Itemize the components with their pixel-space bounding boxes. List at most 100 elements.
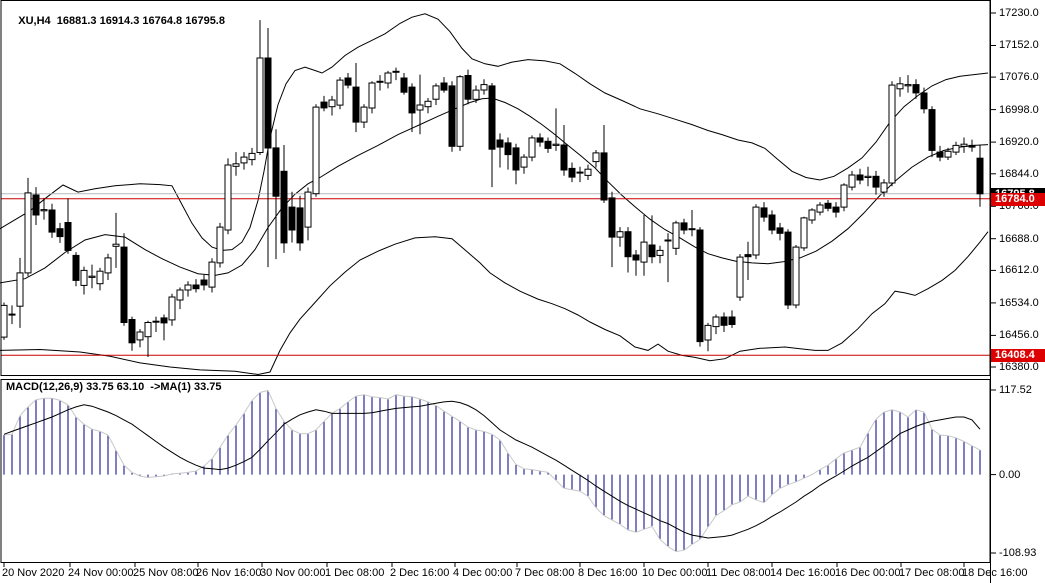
- bear-candle-body: [448, 85, 456, 147]
- bull-candle-body: [880, 182, 888, 193]
- bear-candle-body: [744, 254, 752, 258]
- bear-candle-body: [464, 75, 472, 100]
- bear-candle-body: [56, 228, 64, 238]
- bear-candle-body: [720, 316, 728, 326]
- support-price-tag: 16408.4: [991, 349, 1045, 362]
- bear-candle-body: [192, 284, 200, 290]
- bear-candle-body: [272, 147, 280, 197]
- bear-candle-body: [536, 137, 544, 143]
- bull-candle-body: [592, 152, 600, 163]
- time-axis-label: 17 Dec 08:00: [899, 567, 965, 579]
- bear-candle-body: [824, 202, 832, 209]
- bull-candle-body: [896, 83, 904, 90]
- bull-candle-body: [840, 184, 848, 208]
- bear-candle-body: [832, 206, 840, 213]
- bull-candle-body: [456, 76, 464, 147]
- macd-axis-label: 117.52: [999, 384, 1032, 396]
- bear-candle-body: [48, 209, 56, 233]
- bull-candle-body: [616, 231, 624, 238]
- bear-candle-body: [632, 254, 640, 261]
- bull-candle-body: [808, 209, 816, 221]
- bull-candle-body: [176, 289, 184, 301]
- bull-candle-body: [152, 320, 160, 323]
- bull-candle-body: [792, 246, 800, 306]
- bear-candle-body: [504, 142, 512, 156]
- bull-candle-body: [528, 137, 536, 158]
- bull-candle-body: [168, 296, 176, 321]
- bear-candle-body: [512, 147, 520, 171]
- bear-candle-body: [400, 77, 408, 93]
- bull-candle-body: [800, 217, 808, 249]
- time-axis-label: 14 Dec 16:00: [770, 567, 836, 579]
- time-axis-label: 7 Dec 08:00: [515, 567, 575, 579]
- bull-candle-body: [328, 99, 336, 108]
- bull-candle-body: [216, 226, 224, 264]
- bear-candle-body: [928, 109, 936, 151]
- bull-candle-body: [16, 272, 24, 307]
- bear-candle-body: [200, 279, 208, 286]
- bull-candle-body: [752, 206, 760, 256]
- bear-candle-body: [696, 229, 704, 343]
- bull-candle-body: [712, 316, 720, 328]
- bear-candle-body: [120, 246, 128, 324]
- bull-candle-body: [816, 204, 824, 213]
- bull-candle-body: [224, 164, 232, 231]
- bull-candle-body: [112, 243, 120, 247]
- bear-candle-body: [648, 244, 656, 258]
- bull-candle-body: [584, 168, 592, 176]
- price-axis-label: 16688.0: [999, 233, 1039, 245]
- bear-candle-body: [680, 222, 688, 231]
- bull-candle-body: [432, 85, 440, 100]
- time-axis-label: 4 Dec 00:00: [453, 567, 513, 579]
- symbol-timeframe-label: XU,H4: [18, 15, 51, 27]
- bollinger-lower-band: [0, 231, 989, 376]
- bull-candle-body: [184, 284, 192, 291]
- bear-candle-body: [32, 194, 40, 216]
- time-axis-label: 2 Dec 16:00: [390, 567, 450, 579]
- bull-candle-body: [480, 84, 488, 91]
- bear-candle-body: [64, 222, 72, 251]
- bull-candle-body: [40, 209, 48, 212]
- bollinger-middle-band: [0, 97, 989, 284]
- bull-candle-body: [952, 144, 960, 153]
- bull-candle-body: [136, 331, 144, 341]
- bear-candle-body: [608, 197, 616, 238]
- price-axis-label: 17230.0: [999, 7, 1039, 19]
- time-axis-label: 16 Dec 00:00: [835, 567, 901, 579]
- bear-candle-body: [664, 239, 672, 242]
- bear-candle-body: [776, 227, 784, 234]
- bull-candle-body: [864, 175, 872, 179]
- bull-candle-body: [104, 257, 112, 274]
- bear-candle-body: [344, 77, 352, 86]
- macd-indicator-label: MACD(12,26,9) 33.75 63.10 ->MA(1) 33.75: [6, 381, 222, 393]
- bear-candle-body: [440, 82, 448, 91]
- bear-candle-body: [968, 144, 976, 148]
- bull-candle-body: [424, 100, 432, 108]
- bull-candle-body: [144, 322, 152, 338]
- bull-candle-body: [672, 222, 680, 249]
- price-axis-label: 16456.0: [999, 329, 1039, 341]
- bear-candle-body: [872, 175, 880, 188]
- bull-candle-body: [312, 106, 320, 195]
- bull-candle-body: [360, 106, 368, 123]
- bear-candle-body: [160, 317, 168, 324]
- time-axis-label: 10 Dec 00:00: [642, 567, 708, 579]
- macd-axis-label: 0.00: [999, 469, 1021, 481]
- bull-candle-body: [704, 324, 712, 341]
- bull-candle-body: [88, 275, 96, 278]
- price-axis-label: 17152.0: [999, 39, 1039, 51]
- bear-candle-body: [496, 139, 504, 148]
- macd-envelope-line: [3, 389, 981, 553]
- bull-candle-body: [520, 156, 528, 168]
- time-axis-label: 30 Nov 00:00: [260, 567, 326, 579]
- bull-candle-body: [656, 249, 664, 256]
- macd-histogram-group: [3, 390, 981, 552]
- bull-candle-body: [368, 82, 376, 109]
- candles-group: [0, 20, 984, 357]
- bear-candle-body: [936, 151, 944, 158]
- bear-candle-body: [784, 231, 792, 306]
- bear-candle-body: [600, 152, 608, 201]
- bear-candle-body: [408, 86, 416, 114]
